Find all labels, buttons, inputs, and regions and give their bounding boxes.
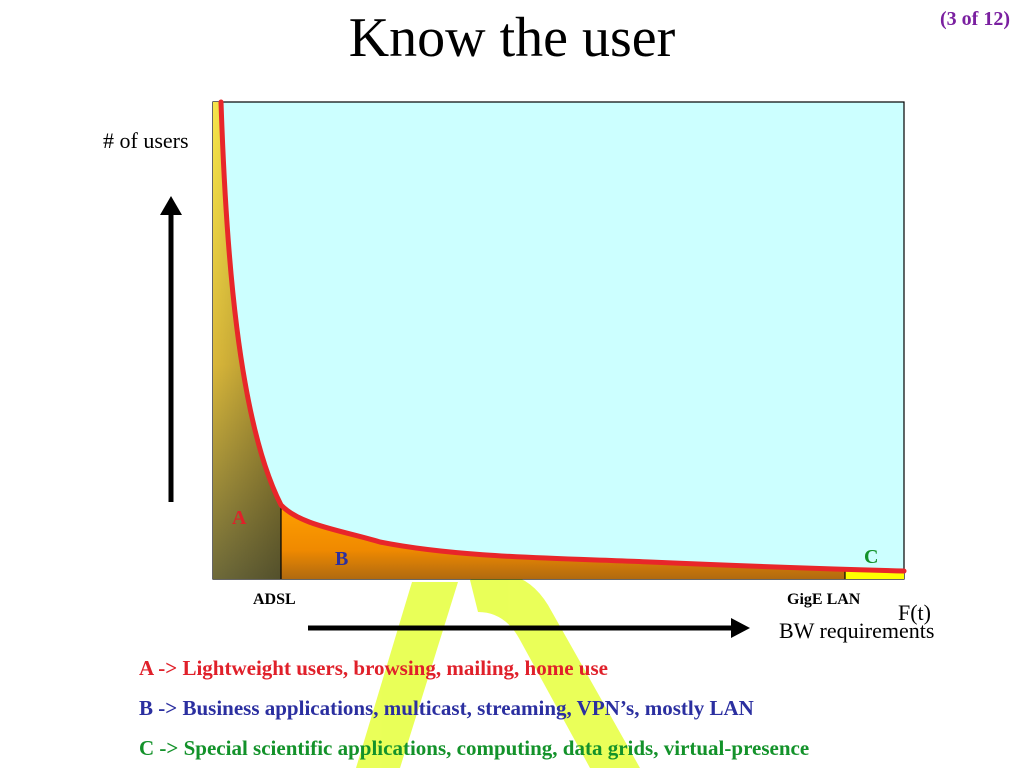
legend-item-a: A -> Lightweight users, browsing, mailin… xyxy=(139,656,608,680)
slide-title: Know the user xyxy=(348,7,676,69)
region-label-b: B xyxy=(335,548,349,570)
tick-label-gige-lan: GigE LAN xyxy=(787,591,861,608)
user-distribution-curve xyxy=(218,99,907,574)
page-number: (3 of 12) xyxy=(940,8,1010,30)
x-axis-label-function: F(t) xyxy=(898,600,931,625)
y-axis-label: # of users xyxy=(103,128,189,153)
region-label-a: A xyxy=(232,507,247,529)
tick-label-adsl: ADSL xyxy=(253,591,296,608)
y-axis-arrow xyxy=(160,196,182,502)
region-label-c: C xyxy=(864,546,879,568)
legend-item-b: B -> Business applications, multicast, s… xyxy=(139,696,754,720)
legend-item-c: C -> Special scientific applications, co… xyxy=(139,736,810,760)
x-axis-label: BW requirements xyxy=(779,618,935,643)
region-b-area xyxy=(281,505,845,579)
x-axis-arrow xyxy=(308,618,750,638)
plot-area xyxy=(212,101,905,580)
